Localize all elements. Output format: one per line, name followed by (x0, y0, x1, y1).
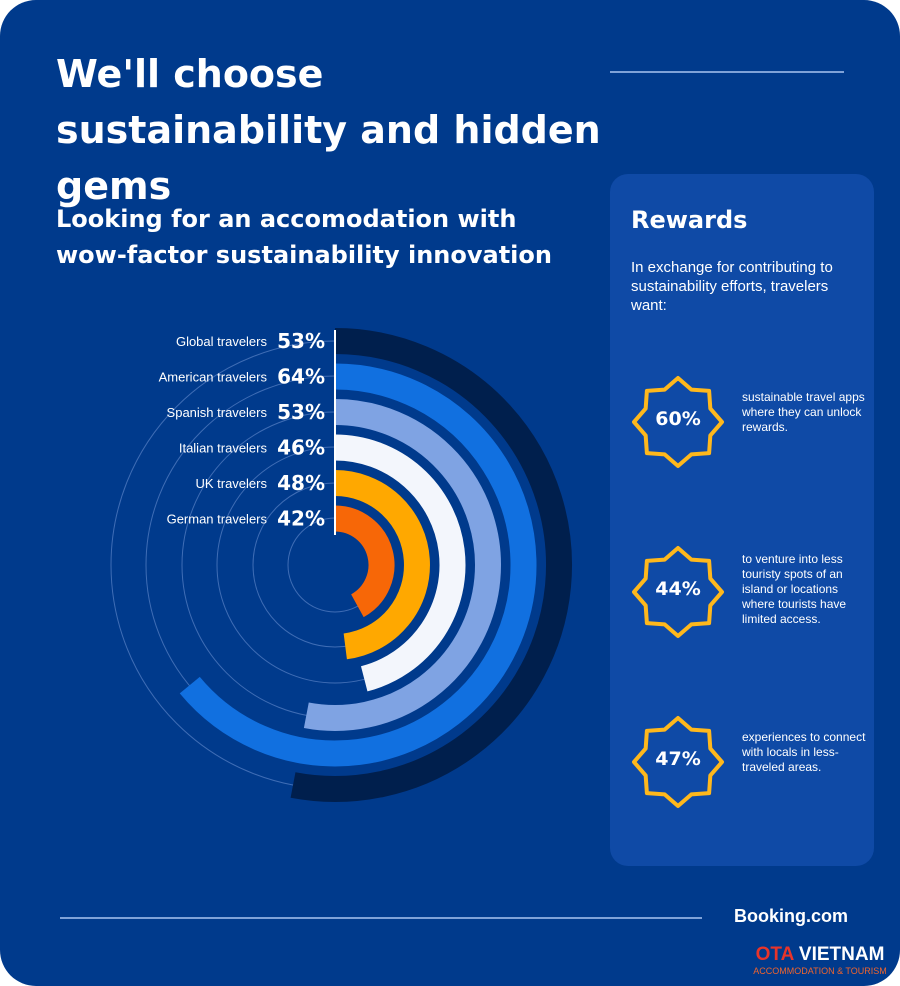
category-label: UK travelers (195, 476, 267, 491)
brand-logo: Booking.com (734, 906, 849, 926)
reward-description: to venture into less touristy spots of a… (742, 552, 847, 626)
value-label: 53% (277, 329, 325, 353)
reward-value: 44% (655, 578, 701, 600)
watermark-ota: OTA (755, 944, 794, 965)
value-label: 53% (277, 400, 325, 424)
bar-italian-travelers (334, 434, 466, 692)
watermark-tagline: ACCOMMODATION & TOURISM (753, 966, 887, 976)
starburst-badge-icon (632, 546, 724, 638)
reward-value: 60% (655, 408, 701, 430)
value-label: 42% (277, 507, 325, 531)
category-label: Global travelers (176, 334, 268, 349)
reward-value: 47% (655, 748, 701, 770)
rewards-title: Rewards (631, 206, 748, 234)
header-divider (610, 71, 844, 73)
watermark-logo: OTA VIETNAM ACCOMMODATION & TOURISM (750, 944, 890, 977)
chart-title: Looking for an accomodation with wow-fac… (56, 205, 552, 269)
footer-divider (60, 917, 702, 919)
reward-item: 60% sustainable travel apps where they c… (630, 374, 870, 474)
bar-german-travelers (334, 505, 395, 618)
reward-description: experiences to connect with locals in le… (742, 730, 866, 774)
category-label: American travelers (159, 370, 268, 385)
reward-item: 47% experiences to connect with locals i… (630, 714, 870, 814)
watermark-vietnam: VIETNAM (798, 944, 885, 965)
bar-american-travelers (179, 363, 537, 767)
chart-bars (179, 328, 572, 802)
bar-spanish-travelers (303, 399, 501, 731)
reward-description: sustainable travel apps where they can u… (742, 390, 865, 434)
bar-uk-travelers (334, 470, 430, 660)
bar-global-travelers (290, 328, 572, 802)
rewards-intro: In exchange for contributing to sustaina… (631, 259, 833, 314)
chart-labels: 53% Global travelers 64% American travelers… (159, 329, 325, 531)
rewards-panel: Rewards In exchange for contributing to … (610, 174, 874, 866)
category-label: Spanish travelers (167, 405, 268, 420)
category-label: Italian travelers (179, 441, 268, 456)
value-label: 48% (277, 471, 325, 495)
category-label: German travelers (167, 512, 268, 527)
starburst-badge-icon (632, 376, 724, 468)
value-label: 64% (277, 365, 325, 389)
reward-item: 44% to venture into less touristy spots … (630, 544, 870, 644)
value-label: 46% (277, 436, 325, 460)
page-title: We'll choose sustainability and hidden g… (56, 52, 601, 208)
starburst-badge-icon (632, 716, 724, 808)
